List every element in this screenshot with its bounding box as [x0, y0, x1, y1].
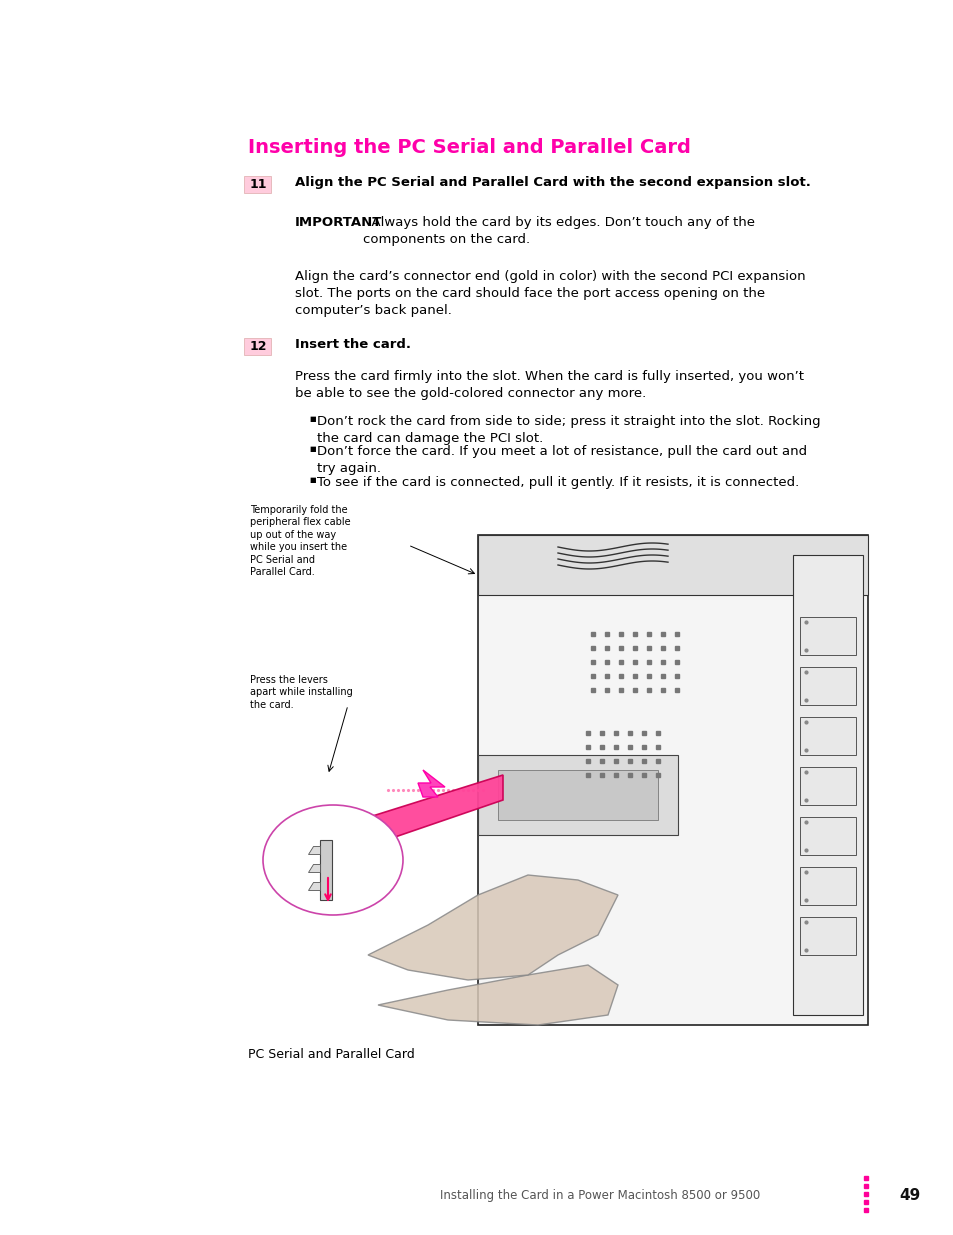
Text: Align the PC Serial and Parallel Card with the second expansion slot.: Align the PC Serial and Parallel Card wi… — [294, 177, 810, 189]
Polygon shape — [308, 846, 319, 853]
Text: Align the card’s connector end (gold in color) with the second PCI expansion
slo: Align the card’s connector end (gold in … — [294, 270, 804, 317]
Text: Temporarily fold the
peripheral flex cable
up out of the way
while you insert th: Temporarily fold the peripheral flex cab… — [250, 505, 351, 577]
Bar — [800, 818, 855, 855]
Text: Don’t force the card. If you meet a lot of resistance, pull the card out and
try: Don’t force the card. If you meet a lot … — [316, 445, 806, 475]
Text: Always hold the card by its edges. Don’t touch any of the
components on the card: Always hold the card by its edges. Don’t… — [363, 216, 754, 246]
Bar — [497, 769, 658, 820]
Polygon shape — [328, 776, 502, 860]
Bar — [477, 535, 867, 1025]
Text: Installing the Card in a Power Macintosh 8500 or 9500: Installing the Card in a Power Macintosh… — [439, 1188, 760, 1202]
Bar — [800, 618, 855, 655]
Bar — [477, 535, 867, 595]
Bar — [800, 918, 855, 955]
Bar — [800, 767, 855, 805]
Bar — [792, 555, 862, 1015]
Text: ■: ■ — [309, 416, 315, 422]
Bar — [800, 718, 855, 755]
Bar — [800, 867, 855, 905]
FancyBboxPatch shape — [244, 175, 272, 193]
Polygon shape — [308, 864, 319, 872]
Polygon shape — [417, 769, 444, 797]
Text: 12: 12 — [249, 340, 267, 352]
Ellipse shape — [263, 805, 402, 915]
Text: Inserting the PC Serial and Parallel Card: Inserting the PC Serial and Parallel Car… — [248, 138, 690, 157]
Text: 49: 49 — [899, 1188, 920, 1203]
Text: ■: ■ — [309, 446, 315, 452]
Bar — [477, 755, 678, 835]
Text: PC Serial and Parallel Card: PC Serial and Parallel Card — [248, 1049, 415, 1061]
Text: Press the card firmly into the slot. When the card is fully inserted, you won’t
: Press the card firmly into the slot. Whe… — [294, 370, 803, 400]
Text: ■: ■ — [309, 477, 315, 483]
Text: To see if the card is connected, pull it gently. If it resists, it is connected.: To see if the card is connected, pull it… — [316, 475, 799, 489]
Polygon shape — [368, 876, 618, 981]
Bar — [800, 667, 855, 705]
Text: IMPORTANT: IMPORTANT — [294, 216, 382, 228]
Bar — [319, 840, 332, 900]
Text: Insert the card.: Insert the card. — [294, 338, 411, 351]
Polygon shape — [377, 965, 618, 1025]
Text: Press the levers
apart while installing
the card.: Press the levers apart while installing … — [250, 676, 353, 710]
Text: 11: 11 — [249, 178, 267, 190]
Text: Don’t rock the card from side to side; press it straight into the slot. Rocking
: Don’t rock the card from side to side; p… — [316, 415, 820, 445]
Polygon shape — [308, 882, 319, 890]
FancyBboxPatch shape — [244, 337, 272, 354]
